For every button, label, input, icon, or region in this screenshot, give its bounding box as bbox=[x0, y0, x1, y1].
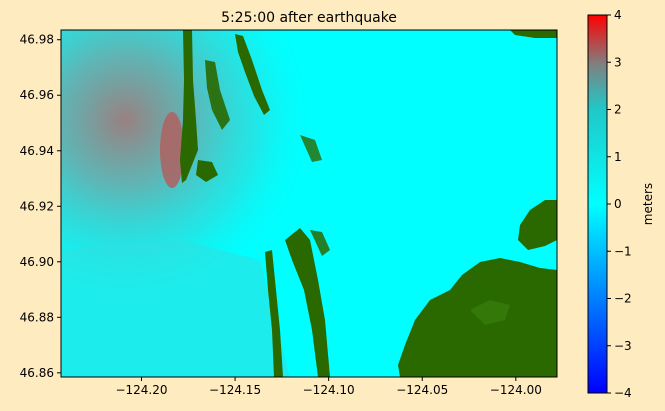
x-axis: −124.20 −124.15 −124.10 −124.05 −124.00 bbox=[115, 377, 542, 397]
y-tick-label: 46.96 bbox=[20, 88, 54, 102]
land-northeast-bits bbox=[300, 135, 322, 162]
x-tick-label: −124.15 bbox=[209, 383, 261, 397]
elevated-water-southwest bbox=[61, 240, 290, 377]
colorbar-tick-label: 1 bbox=[614, 150, 622, 164]
x-tick-label: −124.00 bbox=[490, 383, 542, 397]
land-south-inner bbox=[310, 230, 330, 256]
y-axis: 46.86 46.88 46.90 46.92 46.94 46.96 46.98 bbox=[20, 33, 61, 380]
colorbar-tick-label: 4 bbox=[614, 8, 622, 22]
colorbar-tick-label: −4 bbox=[614, 386, 632, 400]
x-tick-label: −124.10 bbox=[303, 383, 355, 397]
colorbar-tick-label: 2 bbox=[614, 103, 622, 117]
wave-peak bbox=[160, 112, 184, 188]
x-tick-label: −124.20 bbox=[115, 383, 167, 397]
land-east-peninsula bbox=[518, 200, 557, 250]
colorbar-ticks: −4 −3 −2 −1 0 1 2 3 4 bbox=[607, 8, 632, 400]
colorbar-bar bbox=[587, 14, 608, 394]
land-southeast-bay bbox=[470, 300, 510, 325]
map-plot bbox=[61, 30, 557, 377]
y-tick-label: 46.94 bbox=[20, 144, 54, 158]
land-north-small bbox=[196, 160, 218, 182]
y-tick-label: 46.98 bbox=[20, 33, 54, 47]
land-south-spit bbox=[265, 250, 283, 377]
colorbar-tick-label: −1 bbox=[614, 244, 632, 258]
land-north-ridges bbox=[235, 34, 270, 115]
y-tick-label: 46.86 bbox=[20, 366, 54, 380]
y-tick-label: 46.88 bbox=[20, 310, 54, 324]
map-title: 5:25:00 after earthquake bbox=[221, 10, 397, 26]
y-tick-label: 46.92 bbox=[20, 199, 54, 213]
map-frame bbox=[60, 29, 558, 378]
colorbar-tick-label: 0 bbox=[614, 197, 622, 211]
land-south-ridges bbox=[285, 228, 330, 377]
y-tick-label: 46.90 bbox=[20, 255, 54, 269]
land-northeast-shore bbox=[510, 30, 557, 38]
land-north-spit bbox=[180, 30, 198, 183]
x-tick-label: −124.05 bbox=[396, 383, 448, 397]
colorbar-label: meters bbox=[641, 183, 655, 225]
colorbar-tick-label: −3 bbox=[614, 339, 632, 353]
colorbar-tick-label: 3 bbox=[614, 55, 622, 69]
colorbar-tick-label: −2 bbox=[614, 292, 632, 306]
land-north-bits bbox=[205, 60, 230, 130]
